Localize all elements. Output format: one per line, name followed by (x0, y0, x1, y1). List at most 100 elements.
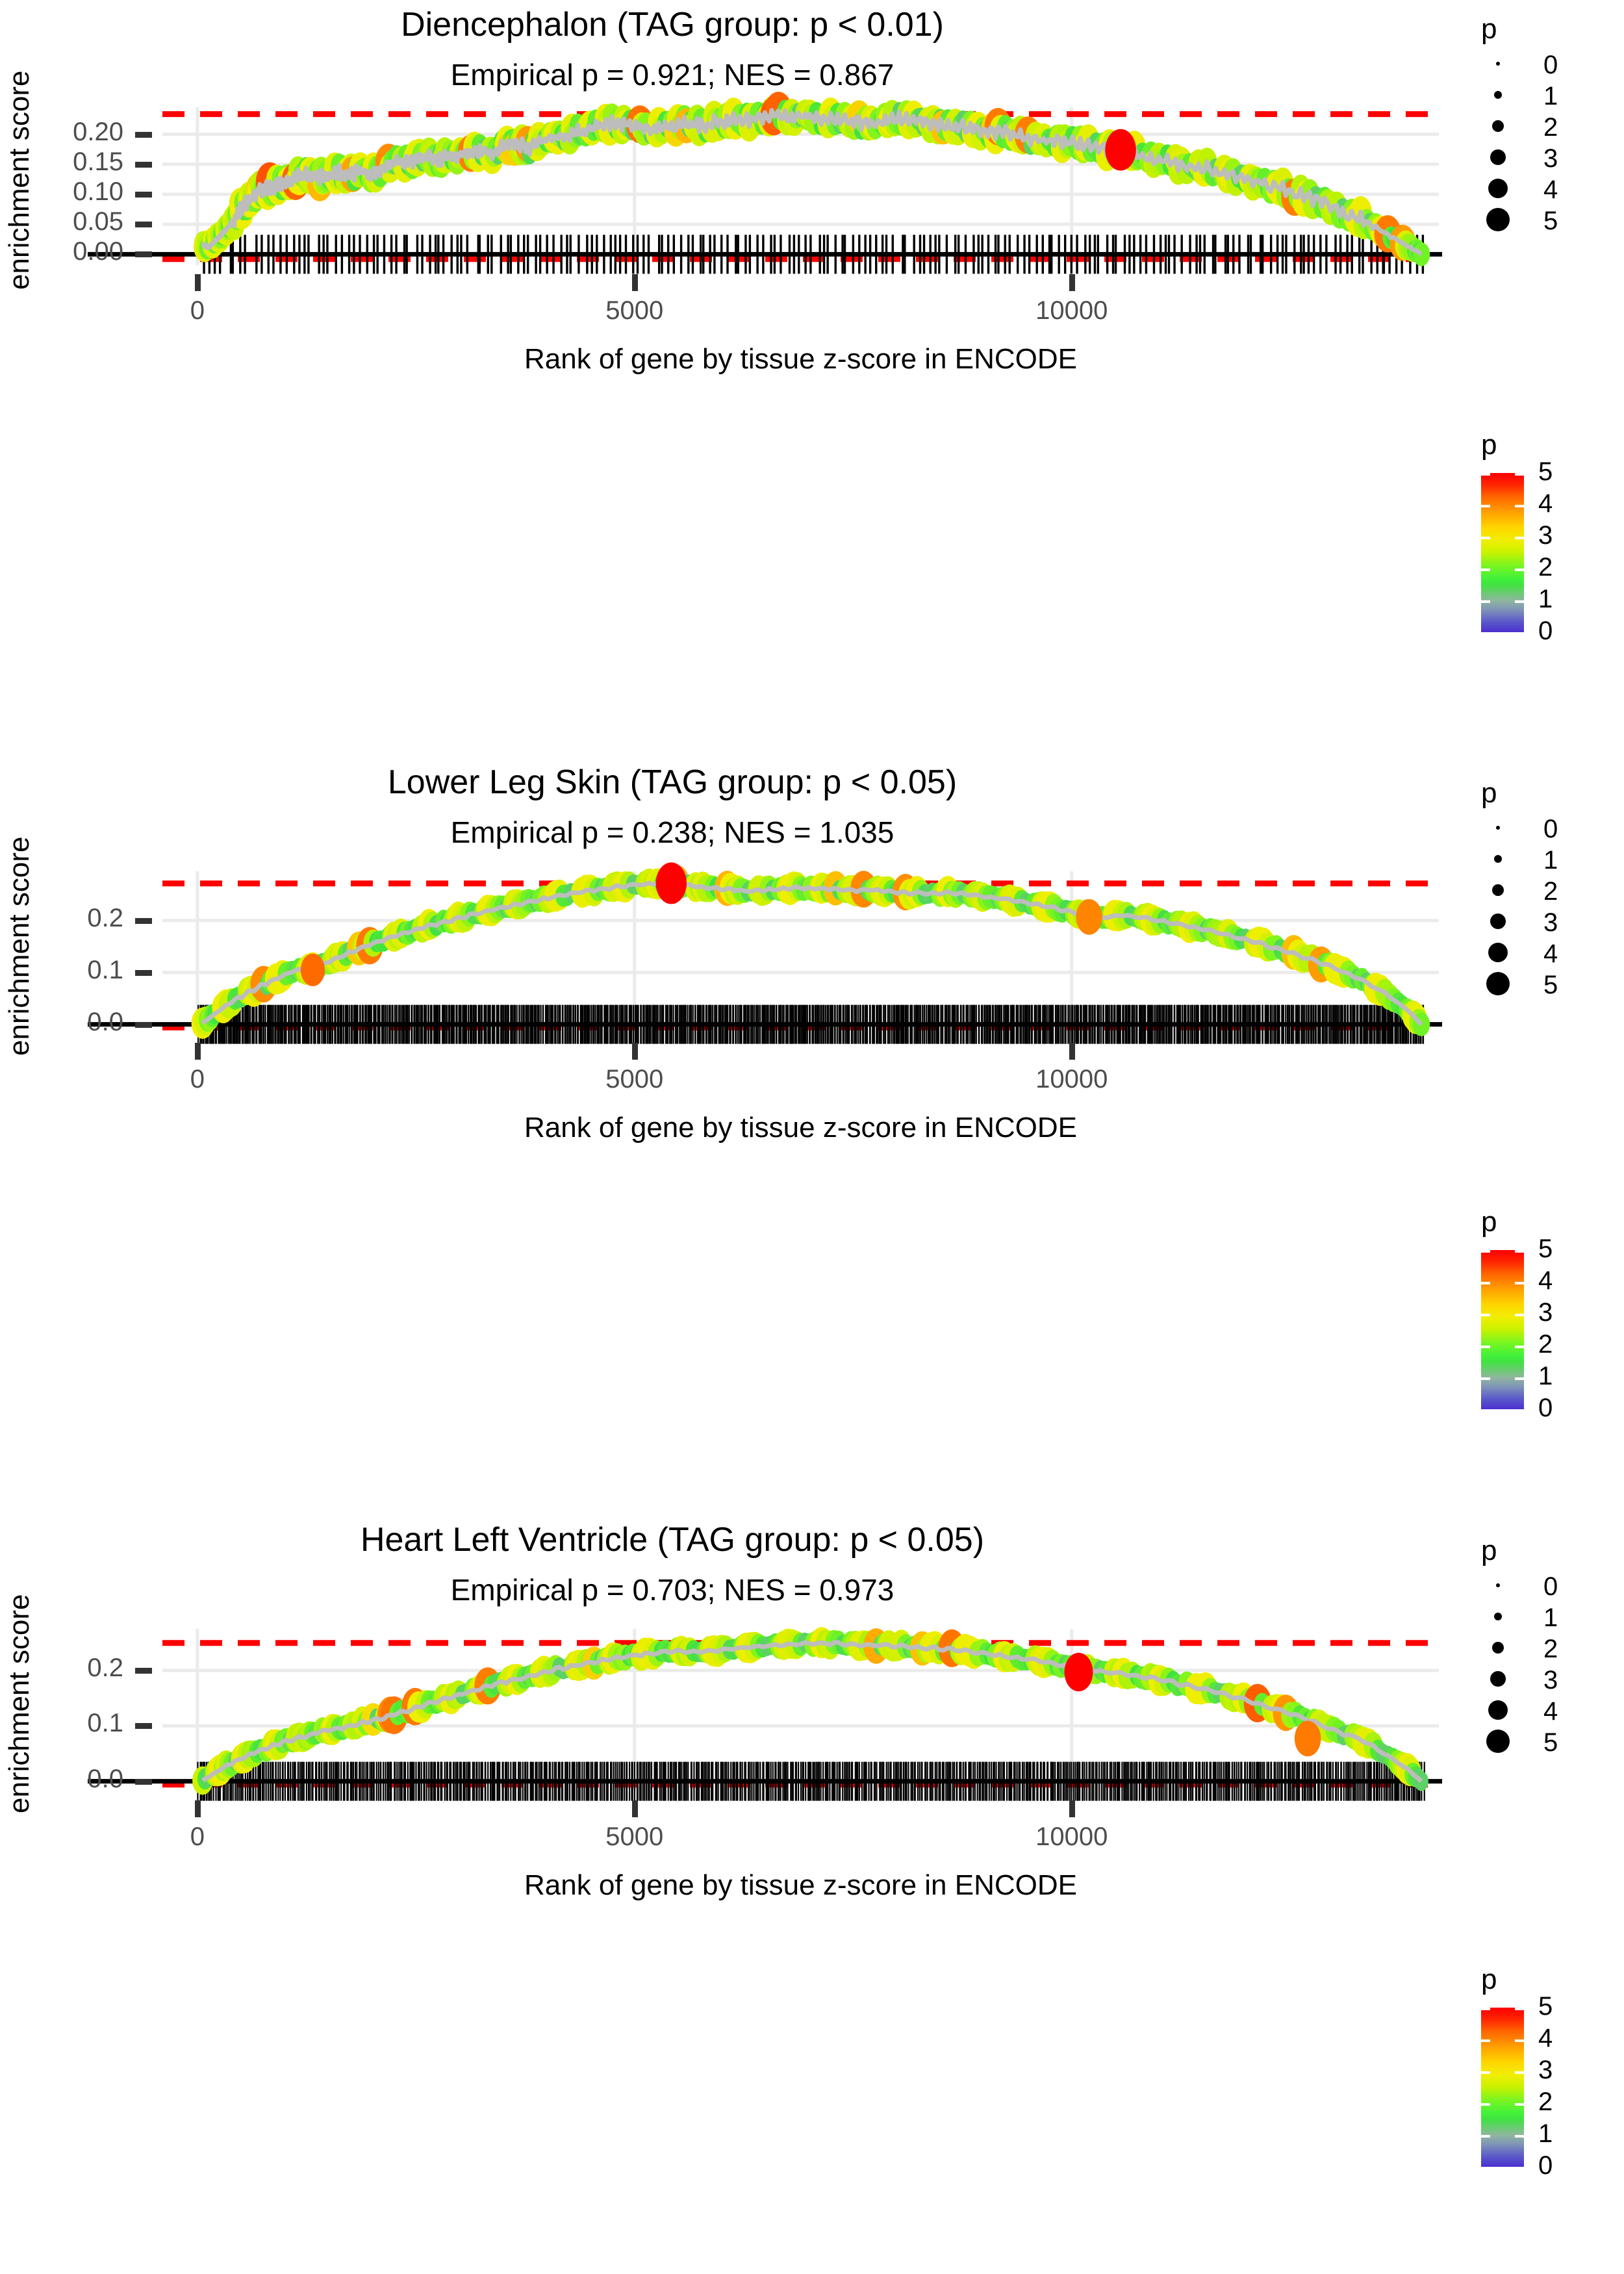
x-axis-tick-label: 5000 (605, 296, 664, 325)
y-axis-tick-mark (135, 191, 152, 198)
size-legend-title: p (1481, 13, 1497, 45)
color-legend-label: 2 (1538, 553, 1553, 581)
size-legend-label: 3 (1543, 908, 1558, 937)
color-legend-tick (1481, 1250, 1490, 1253)
size-legend-dot (1496, 1583, 1500, 1587)
size-legend-label: 5 (1543, 207, 1558, 235)
plot-canvas (88, 862, 1442, 1044)
highlight-point (1294, 1720, 1321, 1757)
color-legend-label: 1 (1538, 2119, 1553, 2148)
x-axis-label: Rank of gene by tissue z-score in ENCODE (524, 343, 1078, 375)
x-axis-tick-label: 10000 (1035, 1065, 1108, 1093)
y-axis-tick-label: 0.1 (87, 955, 123, 984)
color-legend-label: 4 (1538, 2024, 1553, 2052)
size-legend-dot (1486, 972, 1510, 995)
size-legend-label: 1 (1543, 1603, 1558, 1632)
highlight-point (1076, 899, 1102, 935)
panel-title: Diencephalon (TAG group: p < 0.01) (401, 6, 944, 44)
size-legend-dot (1486, 208, 1510, 231)
color-legend-tick (1515, 2103, 1524, 2106)
color-legend-gradient-bar (1481, 473, 1524, 632)
color-legend-label: 3 (1538, 1298, 1553, 1327)
x-axis-tick-label: 5000 (605, 1065, 664, 1093)
color-legend-tick (1481, 568, 1490, 571)
x-axis-tick-label: 5000 (605, 1822, 664, 1851)
y-axis-tick-label: 0.2 (87, 903, 123, 932)
gsea-panel-lower-leg-skin: Lower Leg Skin (TAG group: p < 0.05) Empi… (0, 758, 1624, 1515)
color-legend-label: 3 (1538, 2056, 1553, 2084)
size-legend-dot (1488, 179, 1508, 198)
color-legend-tick (1481, 2071, 1490, 2074)
color-legend-label: 0 (1538, 1394, 1553, 1422)
color-legend-gradient-bar (1481, 2008, 1524, 2167)
size-legend-label: 4 (1543, 1697, 1558, 1726)
color-legend-label: 5 (1538, 1992, 1553, 2021)
color-legend-tick (1481, 600, 1490, 603)
x-axis-tick-label: 0 (190, 1065, 205, 1093)
color-legend-label: 1 (1538, 585, 1553, 613)
color-legend-label: 4 (1538, 1266, 1553, 1295)
y-axis-tick-mark (135, 1021, 152, 1028)
y-axis-tick-mark (135, 251, 152, 258)
color-legend-tick (1481, 2008, 1490, 2010)
size-legend-dot (1490, 149, 1506, 165)
x-axis-tick-mark (194, 1800, 201, 1817)
color-legend-label: 4 (1538, 489, 1553, 518)
color-legend-tick (1515, 473, 1524, 476)
size-legend-dot (1492, 120, 1504, 132)
color-legend-label: 0 (1538, 617, 1553, 645)
size-legend-dot (1496, 62, 1500, 66)
color-legend-title: p (1481, 429, 1497, 461)
y-axis-tick-mark (135, 161, 152, 168)
color-legend-tick (1515, 568, 1524, 571)
size-legend-label: 5 (1543, 971, 1558, 999)
color-legend-tick (1515, 537, 1524, 539)
panel-title: Heart Left Ventricle (TAG group: p < 0.0… (360, 1521, 985, 1559)
color-legend-tick (1481, 1377, 1490, 1380)
color-legend-tick (1481, 1346, 1490, 1348)
y-axis-tick-label: 0.2 (87, 1653, 123, 1682)
size-legend-label: 0 (1543, 1572, 1558, 1601)
color-legend-tick (1515, 1282, 1524, 1284)
x-axis-tick-label: 0 (190, 1822, 205, 1851)
color-legend-tick (1481, 1314, 1490, 1316)
y-axis-tick-mark (135, 131, 152, 138)
size-legend-label: 0 (1543, 815, 1558, 843)
y-axis-tick-label: 0.0 (87, 1764, 123, 1793)
gsea-panel-heart-left-ventricle: Heart Left Ventricle (TAG group: p < 0.0… (0, 1515, 1624, 2273)
color-legend-label: 3 (1538, 521, 1553, 550)
color-legend-label: 0 (1538, 2151, 1553, 2180)
color-legend-tick (1515, 1314, 1524, 1316)
size-legend-label: 5 (1543, 1728, 1558, 1757)
color-legend-tick (1515, 1377, 1524, 1380)
y-axis-tick-mark (135, 1667, 152, 1674)
x-axis-tick-label: 10000 (1035, 296, 1108, 325)
x-axis-tick-label: 10000 (1035, 1822, 1108, 1851)
y-axis-tick-label: 0.00 (73, 237, 123, 266)
size-legend-label: 3 (1543, 1666, 1558, 1694)
panel-subtitle: Empirical p = 0.238; NES = 1.035 (450, 815, 894, 849)
size-legend-dot (1494, 91, 1502, 99)
size-legend-label: 4 (1543, 175, 1558, 204)
size-legend-dot (1492, 1642, 1504, 1654)
color-legend-tick (1481, 505, 1490, 507)
size-legend-dot (1496, 826, 1500, 830)
y-axis-tick-mark (135, 1723, 152, 1730)
color-legend-tick (1515, 505, 1524, 507)
color-legend-label: 5 (1538, 1234, 1553, 1263)
x-axis-tick-mark (194, 1043, 201, 1060)
size-legend-label: 0 (1543, 51, 1558, 79)
size-legend-dot (1494, 1613, 1502, 1620)
size-legend-label: 1 (1543, 846, 1558, 875)
size-legend-dot (1488, 1700, 1508, 1720)
plot-canvas (88, 1627, 1442, 1801)
color-legend-tick (1515, 1346, 1524, 1348)
color-legend-label: 1 (1538, 1362, 1553, 1390)
color-legend-tick (1481, 537, 1490, 539)
x-axis-tick-mark (631, 1800, 638, 1817)
color-legend-tick (1515, 2071, 1524, 2074)
color-legend-tick (1515, 2039, 1524, 2042)
panel-subtitle: Empirical p = 0.921; NES = 0.867 (450, 58, 894, 92)
